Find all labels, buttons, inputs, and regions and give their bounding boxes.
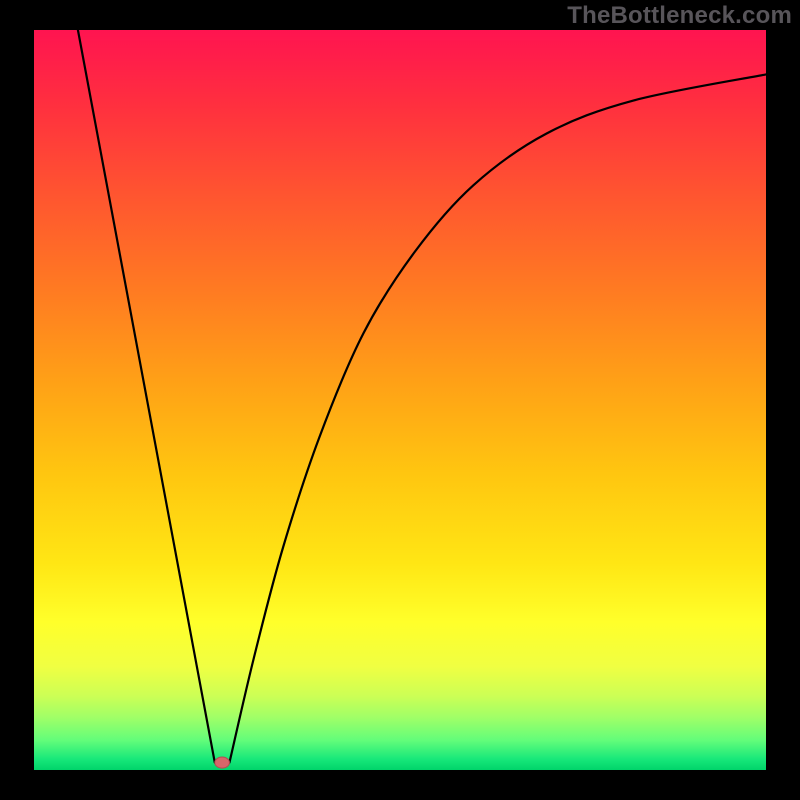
watermark-text: TheBottleneck.com xyxy=(567,2,792,30)
bottleneck-chart-svg xyxy=(0,0,800,800)
plot-area xyxy=(34,30,766,770)
chart-stage: TheBottleneck.com xyxy=(0,0,800,800)
min-marker xyxy=(215,757,230,768)
